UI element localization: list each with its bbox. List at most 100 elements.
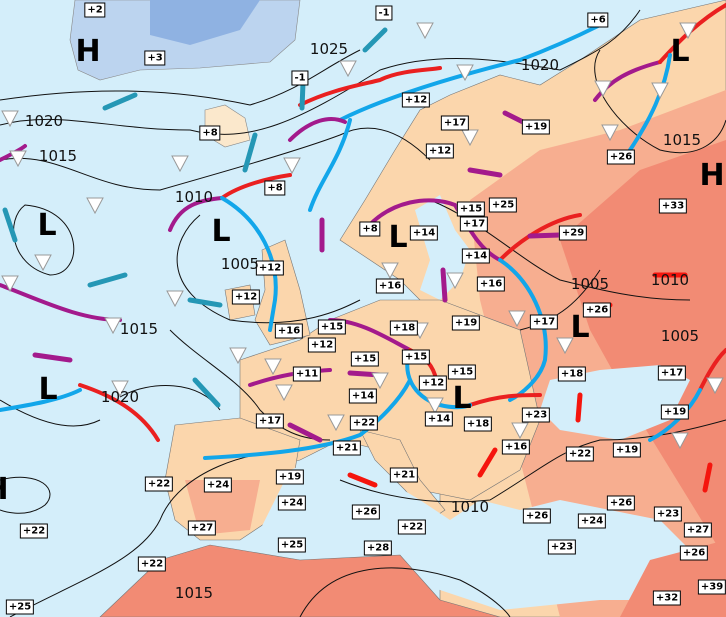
temperature-label: +17	[657, 365, 687, 381]
shower-icon	[229, 347, 247, 365]
occluded-air-arrow	[440, 267, 448, 303]
temperature-label: +26	[606, 495, 636, 511]
shower-icon	[456, 64, 474, 82]
occluded-air-arrow	[467, 167, 503, 178]
cold-air-arrow	[102, 92, 138, 111]
cold-front	[220, 196, 278, 332]
warm-front	[78, 383, 160, 442]
temperature-label: +18	[389, 320, 419, 336]
temperature-label: +18	[557, 366, 587, 382]
temperature-label: +24	[577, 513, 607, 529]
shower-icon	[275, 384, 293, 402]
occluded-front	[248, 368, 332, 387]
temperature-label: +19	[275, 469, 305, 485]
north-africa	[99, 544, 501, 617]
shower-icon	[508, 310, 526, 328]
temperature-label: +12	[418, 375, 448, 391]
occluded-front	[168, 196, 224, 232]
pressure-center: L	[38, 372, 58, 407]
shower-icon	[426, 397, 444, 415]
temperature-label: +21	[389, 467, 419, 483]
shower-icon	[594, 80, 612, 98]
pressure-center: L	[670, 34, 690, 69]
warm-air-arrow	[702, 462, 713, 493]
occluded-front	[288, 117, 347, 142]
temperature-label: +11	[292, 366, 322, 382]
temperature-label: +22	[19, 523, 49, 539]
isobar-label: 1020	[520, 56, 560, 74]
temperature-label: +17	[529, 314, 559, 330]
occluded-air-arrow	[502, 110, 528, 126]
cold-front	[338, 23, 602, 122]
temperature-label: +21	[332, 440, 362, 456]
temperature-label: +19	[451, 315, 481, 331]
isobar-label: 1015	[119, 320, 159, 338]
warm-front	[498, 213, 582, 262]
isobar-label: 1010	[450, 498, 490, 516]
shower-icon	[381, 262, 399, 280]
temperature-label: +17	[255, 413, 285, 429]
temperature-label: +8	[359, 221, 381, 237]
temperature-label: +8	[264, 180, 286, 196]
pressure-center: H	[0, 475, 9, 505]
shower-icon	[104, 317, 122, 335]
isobar-label: 1005	[660, 327, 700, 345]
warm-front	[698, 348, 726, 392]
pressure-center: L	[388, 220, 408, 255]
temperature-label: +16	[274, 323, 304, 339]
temperature-label: +27	[683, 522, 713, 538]
temperature-label: +26	[522, 508, 552, 524]
warm-air-arrow	[477, 447, 498, 478]
cold-air-arrow	[87, 272, 128, 288]
temperature-label: +15	[447, 364, 477, 380]
warm-air-arrow	[575, 392, 583, 423]
temperature-label: -1	[375, 5, 393, 21]
shower-icon	[34, 254, 52, 272]
temperature-label: +26	[582, 302, 612, 318]
shower-icon	[166, 290, 184, 308]
shower-icon	[679, 22, 697, 40]
pressure-center: L	[211, 214, 231, 249]
shower-icon	[283, 157, 301, 175]
shower-icon	[461, 129, 479, 147]
temperature-label: +15	[456, 201, 486, 217]
temperature-label: +25	[5, 599, 35, 615]
temperature-label: +28	[363, 540, 393, 556]
temperature-label: +29	[558, 225, 588, 241]
fronts	[0, 3, 726, 460]
shower-icon	[511, 422, 529, 440]
isobar-label: 1010	[174, 188, 214, 206]
temperature-label: +33	[658, 198, 688, 214]
shower-icon	[446, 272, 464, 290]
shower-icon	[339, 60, 357, 78]
shower-icon	[706, 377, 724, 395]
cold-front	[203, 378, 412, 460]
temperature-label: +22	[565, 446, 595, 462]
occluded-air-arrow	[527, 232, 563, 239]
temperature-label: +22	[397, 519, 427, 535]
cold-front	[405, 348, 472, 410]
shower-icon	[1, 110, 19, 128]
shower-icon	[1, 275, 19, 293]
pressure-center: H	[75, 34, 101, 69]
cold-air-arrow	[242, 132, 258, 173]
temperature-label: +26	[606, 149, 636, 165]
isobar-label: 1020	[24, 112, 64, 130]
pressure-center: L	[570, 310, 590, 345]
cold-front	[308, 118, 352, 212]
shower-icon	[416, 22, 434, 40]
temperature-label: +14	[409, 225, 439, 241]
temperature-label: +19	[612, 442, 642, 458]
hot-zone-east	[560, 140, 726, 560]
pressure-center: L	[452, 381, 472, 416]
temperature-label: +14	[424, 411, 454, 427]
isobar-label: 1015	[38, 147, 78, 165]
temperature-label: +15	[401, 349, 431, 365]
temperature-label: +12	[425, 143, 455, 159]
temperature-label: +24	[203, 477, 233, 493]
occluded-air-arrow	[287, 422, 323, 443]
temperature-label: +2	[84, 2, 106, 18]
temperature-label: +12	[255, 260, 285, 276]
